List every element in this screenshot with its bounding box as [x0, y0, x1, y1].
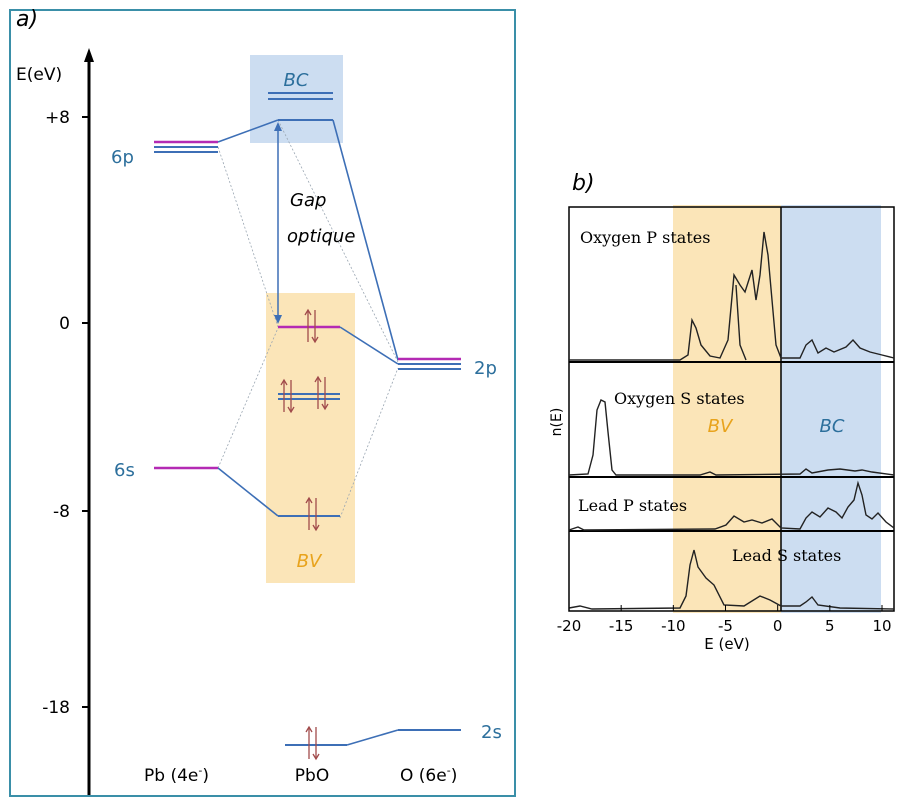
panel-a-label: a)	[16, 7, 38, 32]
pb-6p-label: 6p	[111, 147, 134, 168]
panel-b: b) Oxygen P states Oxygen S states Lead …	[549, 171, 895, 653]
x-tick-label: -5	[718, 617, 733, 635]
gap-arrow-head	[274, 315, 282, 324]
dos-bv-label: BV	[708, 416, 734, 437]
x-tick-label: -15	[609, 617, 634, 635]
pb-6s-label: 6s	[114, 460, 135, 481]
mix-line	[339, 367, 399, 519]
panel-a: a) BC BV E(eV) +8 0 -8 -18 6p 6s	[9, 7, 516, 797]
dos-curve-oxygen-p-inner	[735, 284, 747, 361]
spin-pair	[314, 375, 329, 411]
x-tick-label: 10	[872, 617, 891, 635]
connector	[217, 467, 279, 517]
dos-bc-label: BC	[820, 416, 845, 437]
column-label-pb: Pb (4e-)	[144, 764, 209, 786]
gap-label-line2: optique	[287, 226, 355, 247]
bv-label: BV	[297, 551, 323, 572]
x-tick-label: 5	[825, 617, 835, 635]
spin-arrows	[280, 308, 329, 761]
spin-pair	[280, 378, 295, 414]
o-2s-label: 2s	[481, 722, 502, 743]
dos-label-oxygen-s: Oxygen S states	[614, 389, 745, 408]
tick-label: -8	[53, 502, 70, 522]
mix-line	[277, 119, 399, 363]
column-label-pbo: PbO	[295, 766, 329, 786]
dos-curve-lead-p	[568, 480, 895, 531]
column-label-o: O (6e-)	[400, 764, 457, 786]
spin-pair	[305, 496, 320, 532]
dos-bc-shade	[781, 205, 881, 613]
energy-axis-label: E(eV)	[16, 65, 62, 85]
tick-label: +8	[45, 108, 70, 128]
bv-shade	[266, 293, 355, 583]
tick-label: -18	[42, 698, 70, 718]
x-tick-label: -20	[557, 617, 582, 635]
dos-xlabel: E (eV)	[704, 635, 749, 653]
spin-pair	[305, 725, 320, 761]
connector	[217, 119, 279, 143]
x-tick-label: 0	[773, 617, 783, 635]
x-tick-label: -10	[661, 617, 686, 635]
connector	[332, 119, 399, 361]
dos-ylabel: n(E)	[549, 408, 565, 437]
bc-label: BC	[284, 70, 309, 91]
dos-curve-oxygen-s	[568, 399, 895, 476]
dos-curve-lead-s	[568, 549, 895, 610]
dos-x-ticks: -20 -15 -10 -5 0 5 10	[557, 605, 892, 635]
connector	[339, 326, 399, 365]
dos-curve-oxygen-p	[569, 231, 895, 361]
mix-line	[217, 327, 279, 469]
spin-pair	[304, 308, 319, 344]
panel-b-label: b)	[572, 171, 595, 196]
dos-frame	[568, 206, 895, 612]
tick-label: 0	[59, 314, 70, 334]
o-2p-label: 2p	[474, 358, 497, 379]
dos-bv-shade	[673, 205, 781, 613]
dos-label-lead-s: Lead S states	[732, 546, 841, 565]
connector	[346, 729, 399, 746]
gap-arrow-head	[274, 122, 282, 131]
energy-axis-arrow	[84, 48, 94, 62]
dos-label-oxygen-p: Oxygen P states	[580, 228, 710, 247]
dos-label-lead-p: Lead P states	[578, 496, 687, 515]
gap-label-line1: Gap	[290, 190, 326, 211]
